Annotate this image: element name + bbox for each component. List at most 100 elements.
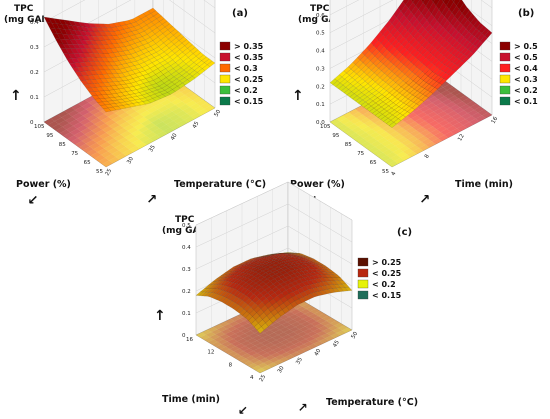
floor-contour-cell xyxy=(132,139,143,146)
floor-contour-cell xyxy=(450,128,461,135)
floor-contour-cell xyxy=(104,110,115,117)
floor-contour-cell xyxy=(219,321,229,327)
floor-contour-cell xyxy=(460,104,471,111)
panel-c-zlabel-line1: TPC xyxy=(175,215,195,225)
floor-contour-cell xyxy=(366,114,377,121)
floor-contour-cell xyxy=(418,120,429,127)
floor-contour-cell xyxy=(156,131,168,138)
floor-contour-cell xyxy=(133,114,145,121)
surface-facet xyxy=(431,0,435,3)
floor-contour-cell xyxy=(164,102,176,109)
floor-contour-cell xyxy=(141,119,152,127)
panel-b-xlabel: Time (min) xyxy=(455,179,513,190)
surface-facet xyxy=(103,90,112,95)
floor-contour-cell xyxy=(86,149,98,156)
floor-contour-cell xyxy=(239,345,250,351)
surface-facet xyxy=(97,101,106,106)
floor-contour-cell xyxy=(433,108,444,115)
y-tick-label: 55 xyxy=(382,169,389,175)
floor-contour-cell xyxy=(232,353,242,359)
surface-facet xyxy=(436,35,445,44)
legend-swatch xyxy=(499,63,511,73)
floor-contour-cell xyxy=(270,339,281,345)
surface-facet xyxy=(402,49,411,58)
floor-contour-cell xyxy=(260,327,270,333)
x-tick-label: 30 xyxy=(277,365,286,374)
floor-contour-cell xyxy=(293,316,303,322)
surface-facet xyxy=(284,293,293,301)
floor-contour-cell xyxy=(96,139,108,146)
surface-facet xyxy=(269,315,277,324)
floor-contour-cell xyxy=(305,323,315,329)
floor-contour-cell xyxy=(280,339,290,345)
floor-contour-cell xyxy=(91,126,103,134)
floor-contour-cell xyxy=(416,126,427,133)
floor-contour-cell xyxy=(400,115,411,122)
floor-contour-cell xyxy=(213,324,223,330)
panel-1-plot: 0.0 0.1 0.2 0.3 0.4 0.5 0.6 0.7 4 8 12 16 55 65 75 85 95… xyxy=(316,0,499,177)
floor-contour-cell xyxy=(264,330,274,336)
floor-contour-cell xyxy=(215,331,226,337)
floor-contour-cell xyxy=(255,342,265,348)
floor-contour-cell xyxy=(406,127,417,134)
floor-contour-cell xyxy=(204,105,215,112)
surface-facet xyxy=(363,83,371,90)
surface-facet xyxy=(289,285,298,292)
panel-b-zlabel-line2: (mg GAE/g) xyxy=(298,15,355,25)
floor-contour-cell xyxy=(314,323,325,329)
surface-facet xyxy=(77,75,86,81)
surface-facet xyxy=(132,76,142,82)
floor-contour-cell xyxy=(309,326,319,332)
surface-facet xyxy=(416,62,425,70)
x-tick-label: 45 xyxy=(332,339,341,348)
floor-contour-cell xyxy=(64,107,76,114)
y-tick-label: 95 xyxy=(332,133,339,139)
floor-contour-cell xyxy=(97,148,108,155)
floor-contour-cell xyxy=(381,140,392,147)
floor-contour-cell xyxy=(453,107,464,114)
floor-contour-cell xyxy=(261,365,272,371)
surface-facet xyxy=(241,260,250,264)
floor-contour-cell xyxy=(74,131,85,138)
surface-facet xyxy=(410,0,415,3)
surface-facet xyxy=(149,33,159,41)
surface-facet xyxy=(281,306,290,314)
surface-facet xyxy=(265,254,273,256)
floor-contour-cell xyxy=(136,142,147,149)
floor-contour-cell xyxy=(62,123,74,130)
floor-contour-cell xyxy=(177,85,188,92)
panel-a-zaxis-arrow: ↑ xyxy=(10,88,22,104)
floor-contour-cell xyxy=(176,110,187,118)
surface-facet xyxy=(279,281,288,287)
floor-contour-cell xyxy=(114,109,126,116)
floor-contour-cell xyxy=(279,357,289,363)
floor-contour-cell xyxy=(223,336,234,342)
y-tick-label: 12 xyxy=(207,350,214,356)
surface-facet xyxy=(238,265,246,269)
x-tick-label: 50 xyxy=(351,331,360,340)
floor-contour-cell xyxy=(324,323,335,329)
floor-contour-cell xyxy=(229,333,239,339)
floor-contour-cell xyxy=(340,118,351,125)
floor-contour-cell xyxy=(412,124,423,131)
floor-contour-cell xyxy=(471,112,482,119)
surface-facet xyxy=(286,303,294,311)
floor-contour-cell xyxy=(257,350,267,356)
floor-contour-cell xyxy=(179,104,190,111)
floor-contour-cell xyxy=(419,144,430,151)
floor-contour-cell xyxy=(334,322,344,328)
surface-facet xyxy=(60,48,69,54)
floor-contour-cell xyxy=(75,140,86,148)
floor-contour-cell xyxy=(106,128,117,136)
floor-contour-cell xyxy=(344,121,355,128)
panel-b-zlabel-line1: TPC xyxy=(310,4,330,14)
surface-facet xyxy=(392,111,401,117)
floor-contour-cell xyxy=(291,334,302,340)
floor-contour-cell xyxy=(379,131,390,138)
floor-contour-cell xyxy=(235,343,246,349)
floor-contour-cell xyxy=(364,144,375,151)
surface-facet xyxy=(106,93,115,99)
surface-facet xyxy=(81,57,90,63)
surface-facet xyxy=(146,21,155,29)
floor-contour-cell xyxy=(137,116,148,124)
